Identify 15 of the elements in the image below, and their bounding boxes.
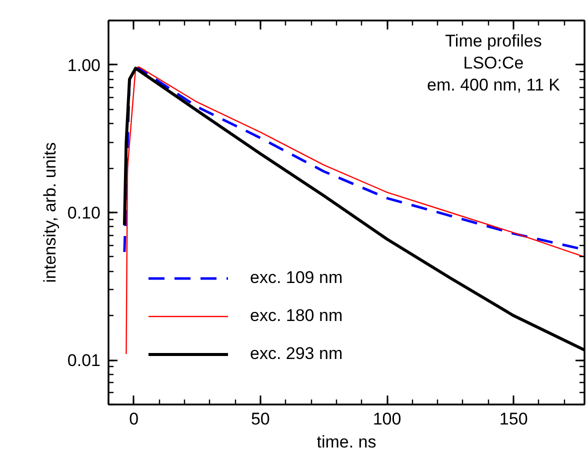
legend-label: exc. 180 nm: [250, 306, 343, 326]
x-tick-label: 0: [129, 410, 139, 428]
x-axis-title: time. ns: [316, 432, 376, 452]
x-tick-label: 150: [499, 410, 528, 428]
annotation: em. 400 nm, 11 K: [427, 76, 561, 94]
x-tick-label: 50: [250, 410, 270, 428]
legend-label: exc. 109 nm: [250, 268, 343, 288]
y-tick-label: 0.10: [67, 204, 101, 222]
legend-label: exc. 293 nm: [250, 344, 343, 364]
annotation: Time profiles: [445, 32, 542, 50]
y-tick-label: 0.01: [67, 351, 101, 370]
annotation: LSO:Ce: [463, 54, 524, 72]
x-tick-label: 100: [372, 410, 402, 428]
y-axis-title: intensity, arb. units: [40, 142, 60, 283]
y-tick-label: 1.00: [67, 56, 101, 75]
